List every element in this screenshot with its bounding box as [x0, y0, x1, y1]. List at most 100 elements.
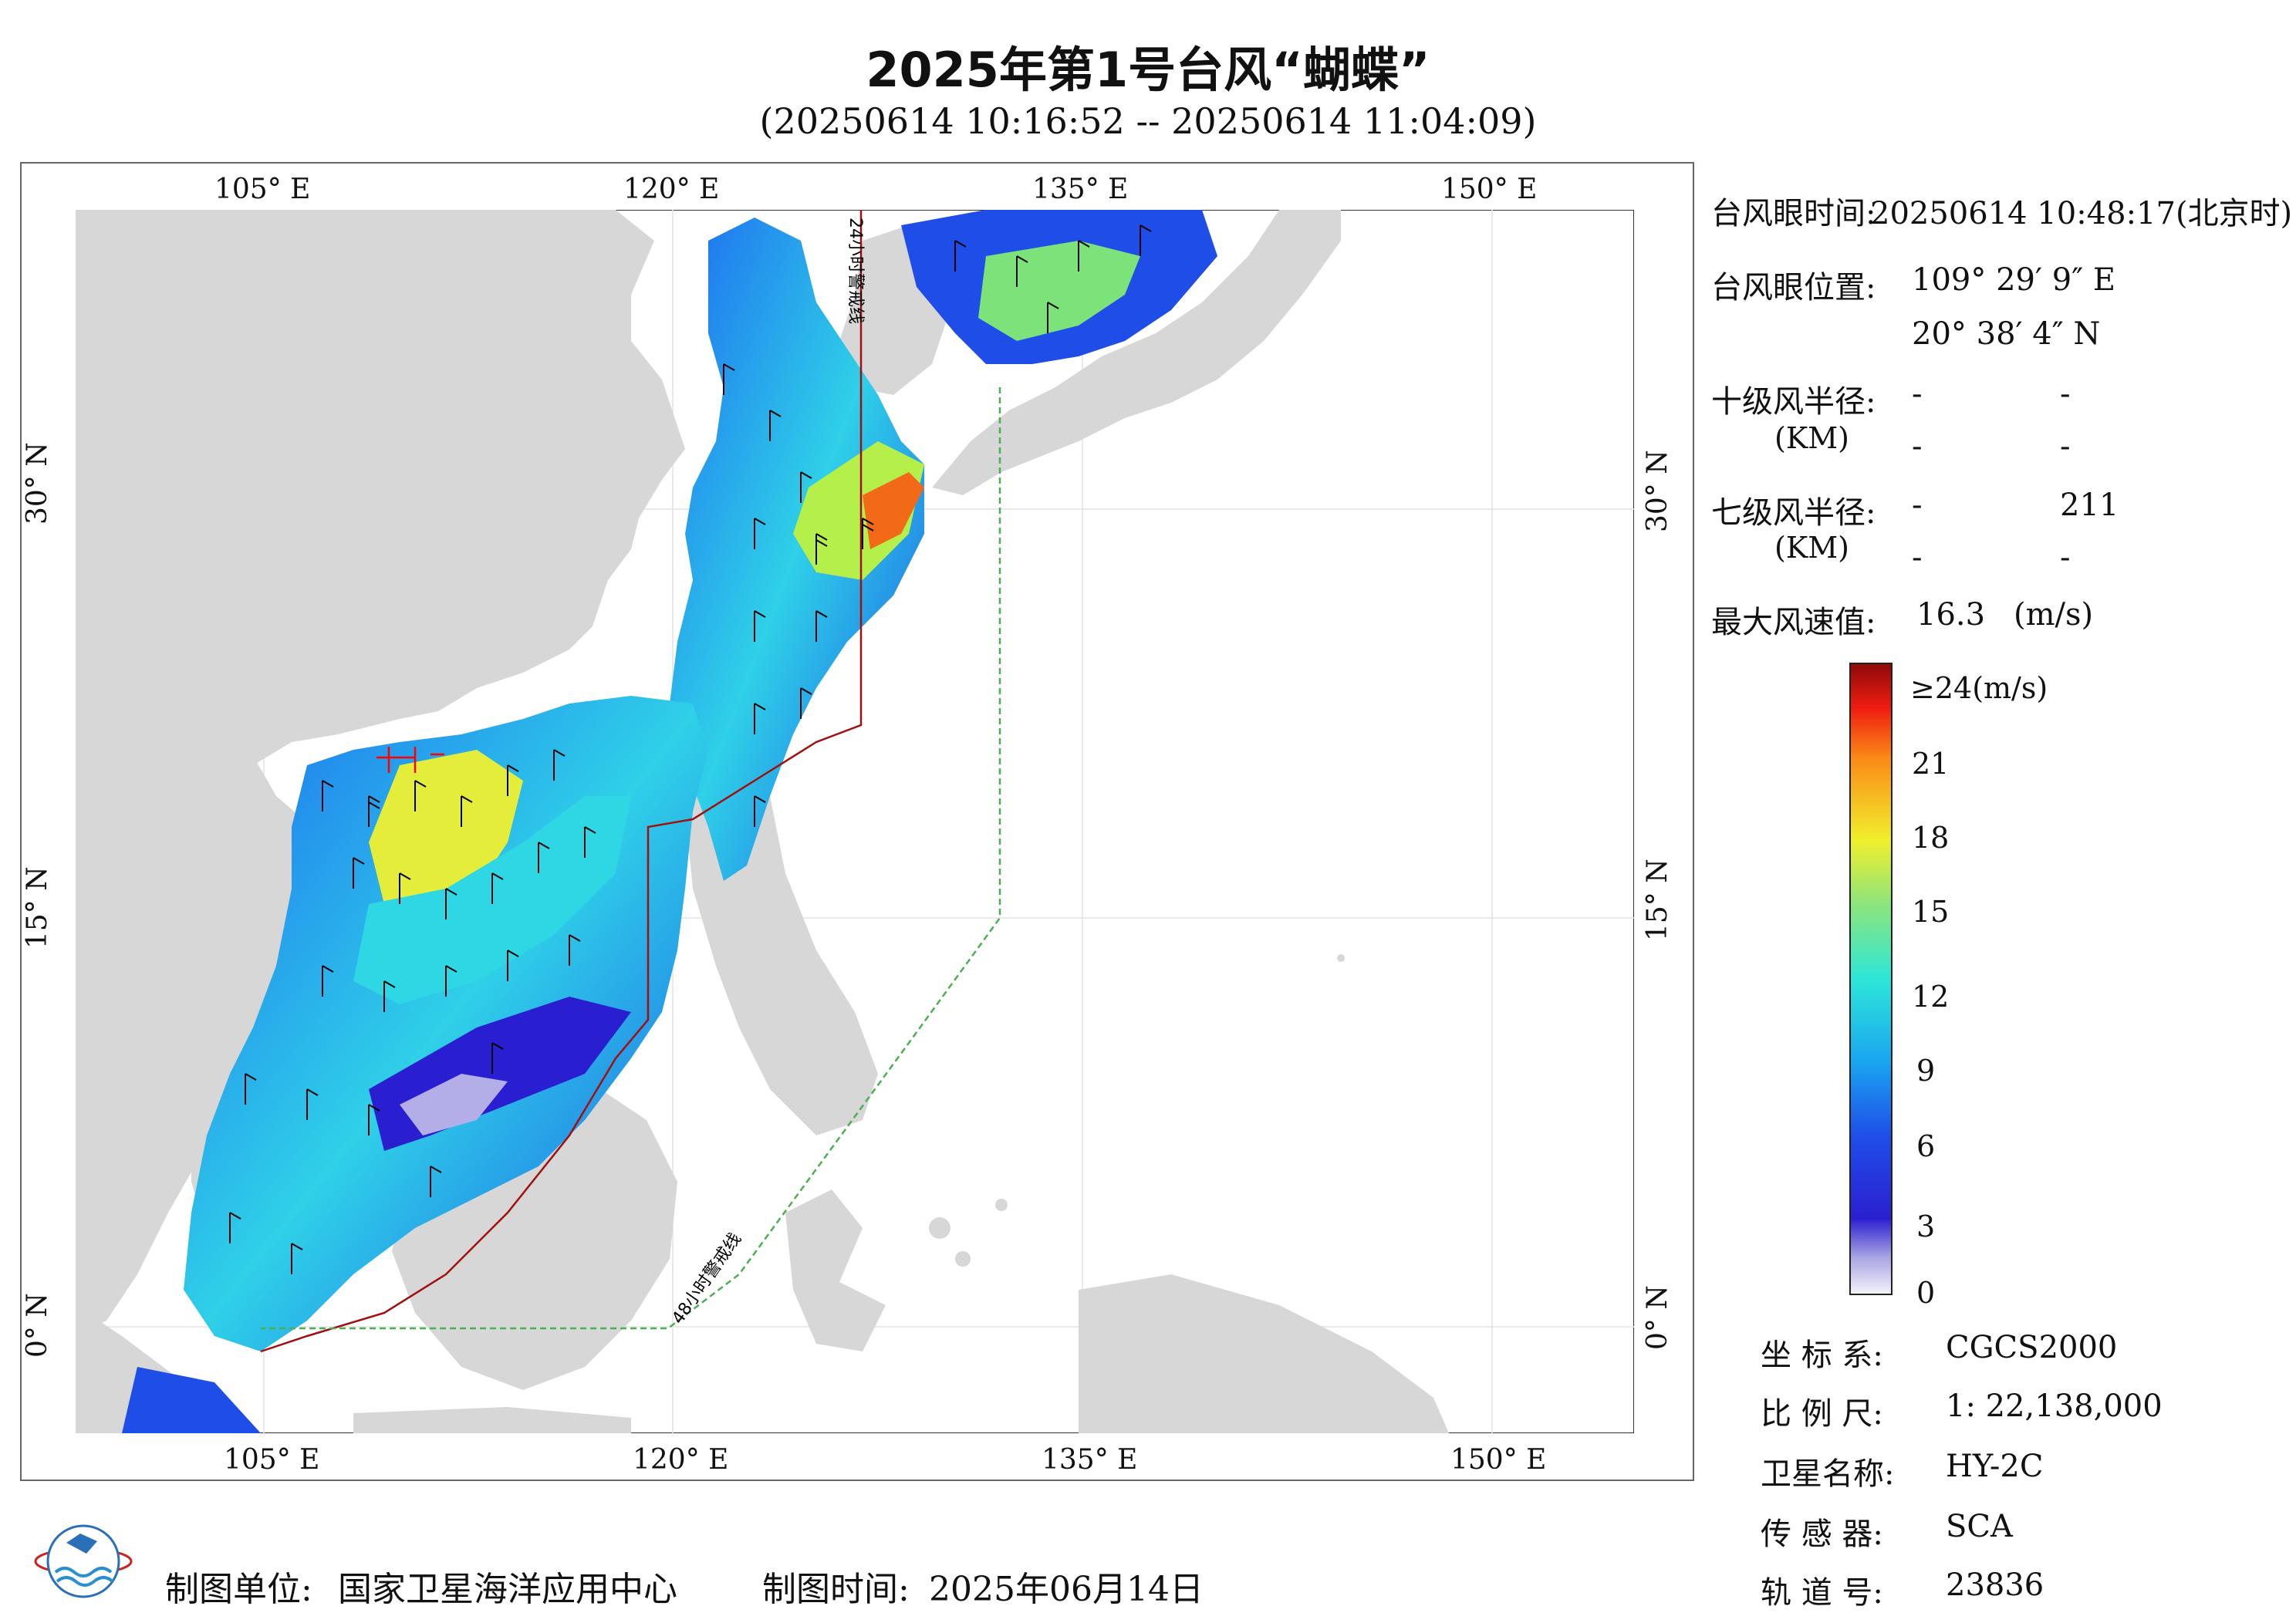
- wind-barb: [754, 610, 766, 642]
- island: [955, 1251, 971, 1267]
- crs-label: 坐 标 系:: [1761, 1338, 1883, 1373]
- lat-label-left-0: 0° N: [22, 1293, 53, 1358]
- sensor-label: 传 感 器:: [1761, 1517, 1883, 1552]
- wind-speed-colorbar: [1849, 663, 1893, 1295]
- producer-label: 制图单位:: [165, 1570, 312, 1609]
- wind-barb: [769, 410, 782, 441]
- lat-label-right-30: 30° N: [1642, 450, 1673, 532]
- typhoon-eye-markers: [376, 747, 444, 773]
- swath-east-peak: [863, 472, 924, 549]
- wind-barb: [862, 518, 874, 549]
- eye-time-label: 台风眼时间:: [1711, 196, 1876, 231]
- r7-value-1: -: [1912, 488, 1923, 523]
- map-title: 2025年第1号台风“蝴蝶”: [866, 42, 1430, 98]
- lon-label-top-135: 135° E: [1032, 174, 1129, 205]
- lon-label-top-120: 120° E: [623, 174, 720, 205]
- satellite-value: HY-2C: [1946, 1449, 2044, 1484]
- wind-barb: [800, 471, 812, 503]
- colorbar-tick-15: 15: [1912, 895, 1950, 929]
- swath-japan-sea-core: [978, 241, 1140, 341]
- new-guinea: [1079, 1274, 1449, 1433]
- wind-barb: [445, 888, 458, 919]
- wind-barb: [491, 1042, 504, 1074]
- colorbar-tick-0: 0: [1916, 1276, 1936, 1310]
- eye-time-value: 20250614 10:48:17(北京时): [1870, 196, 2293, 231]
- wind-barb: [553, 749, 566, 781]
- wind-barb: [584, 826, 596, 858]
- r7-value-3: -: [1912, 540, 1923, 575]
- wind-barb: [383, 980, 396, 1012]
- max-wind-label: 最大风速值:: [1711, 605, 1876, 640]
- island: [1337, 954, 1345, 962]
- sensor-value: SCA: [1946, 1509, 2013, 1544]
- warning-line-24h-label: 24小时警戒线: [846, 218, 865, 324]
- crs-value: CGCS2000: [1946, 1330, 2118, 1365]
- wind-barbs: [229, 224, 1152, 1274]
- satellite-label: 卫星名称:: [1761, 1456, 1895, 1492]
- eye-latitude: 20° 38′ 4″ N: [1912, 316, 2101, 352]
- wind-barb: [229, 1212, 241, 1243]
- wind-barb: [815, 533, 828, 565]
- land: [76, 210, 1449, 1433]
- wind-barb: [507, 950, 519, 981]
- wind-barb: [306, 1088, 319, 1120]
- wind-barb: [1140, 224, 1152, 256]
- java: [353, 1407, 631, 1433]
- wind-barb: [353, 857, 365, 889]
- r10-value-1: -: [1912, 376, 1923, 412]
- island: [929, 1217, 950, 1239]
- nsoas-logo: [34, 1524, 133, 1598]
- sulawesi: [785, 1189, 886, 1351]
- wind-barb: [368, 795, 380, 827]
- lon-label-top-105: 105° E: [214, 174, 311, 205]
- wind-barb: [245, 1073, 257, 1105]
- eye-position-label: 台风眼位置:: [1711, 270, 1876, 305]
- wind-barb: [507, 764, 519, 796]
- r7-label: 七级风半径:: [1711, 495, 1876, 531]
- production-time-value: 2025年06月14日: [929, 1570, 1204, 1609]
- indochina: [76, 742, 346, 1336]
- lat-label-right-0: 0° N: [1642, 1285, 1673, 1350]
- r7-value-4: -: [2060, 540, 2071, 575]
- wind-barb: [1078, 240, 1090, 272]
- wind-barb: [569, 934, 581, 966]
- wind-barb: [754, 703, 766, 734]
- wind-barb: [445, 965, 458, 997]
- colorbar-tick-21: 21: [1912, 747, 1950, 781]
- island: [995, 1199, 1008, 1211]
- r7-value-2: 211: [2060, 488, 2119, 523]
- lon-label-bottom-105: 105° E: [224, 1444, 320, 1476]
- wind-barb: [322, 780, 334, 812]
- wind-barb: [399, 872, 411, 904]
- wind-barb: [430, 1166, 442, 1197]
- wind-barb: [954, 240, 967, 272]
- eye-longitude: 109° 29′ 9″ E: [1912, 262, 2116, 298]
- lon-label-bottom-120: 120° E: [633, 1444, 729, 1476]
- wind-barb: [291, 1243, 303, 1274]
- wind-barb: [723, 363, 735, 395]
- wind-field-map[interactable]: 24小时警戒线 48小时警戒线: [76, 210, 1634, 1433]
- producer-value: 国家卫星海洋应用中心: [338, 1570, 677, 1609]
- r10-value-3: -: [1912, 429, 1923, 464]
- asia-mainland: [76, 210, 685, 1328]
- wind-barb: [491, 872, 504, 904]
- r10-value-2: -: [2060, 376, 2071, 412]
- wind-barb: [800, 687, 812, 719]
- lon-label-bottom-135: 135° E: [1042, 1444, 1138, 1476]
- colorbar-tick-6: 6: [1916, 1129, 1936, 1163]
- lat-label-right-15: 15° N: [1642, 859, 1673, 941]
- lat-label-left-30: 30° N: [22, 442, 53, 525]
- colorbar-tick-12: 12: [1912, 980, 1950, 1014]
- wind-barb: [368, 1104, 380, 1135]
- wind-barb: [754, 795, 766, 827]
- scale-value: 1: 22,138,000: [1946, 1388, 2163, 1424]
- orbit-value: 23836: [1946, 1567, 2044, 1603]
- max-wind-unit: (m/s): [2014, 597, 2094, 633]
- lat-label-left-15: 15° N: [22, 866, 53, 949]
- map-frame: [20, 162, 1694, 1481]
- wind-barb: [322, 965, 334, 997]
- r10-label: 十级风半径:: [1711, 384, 1876, 420]
- warning-line-24h: [260, 210, 863, 1353]
- wind-barb: [815, 610, 828, 642]
- r10-unit: (KM): [1774, 421, 1849, 455]
